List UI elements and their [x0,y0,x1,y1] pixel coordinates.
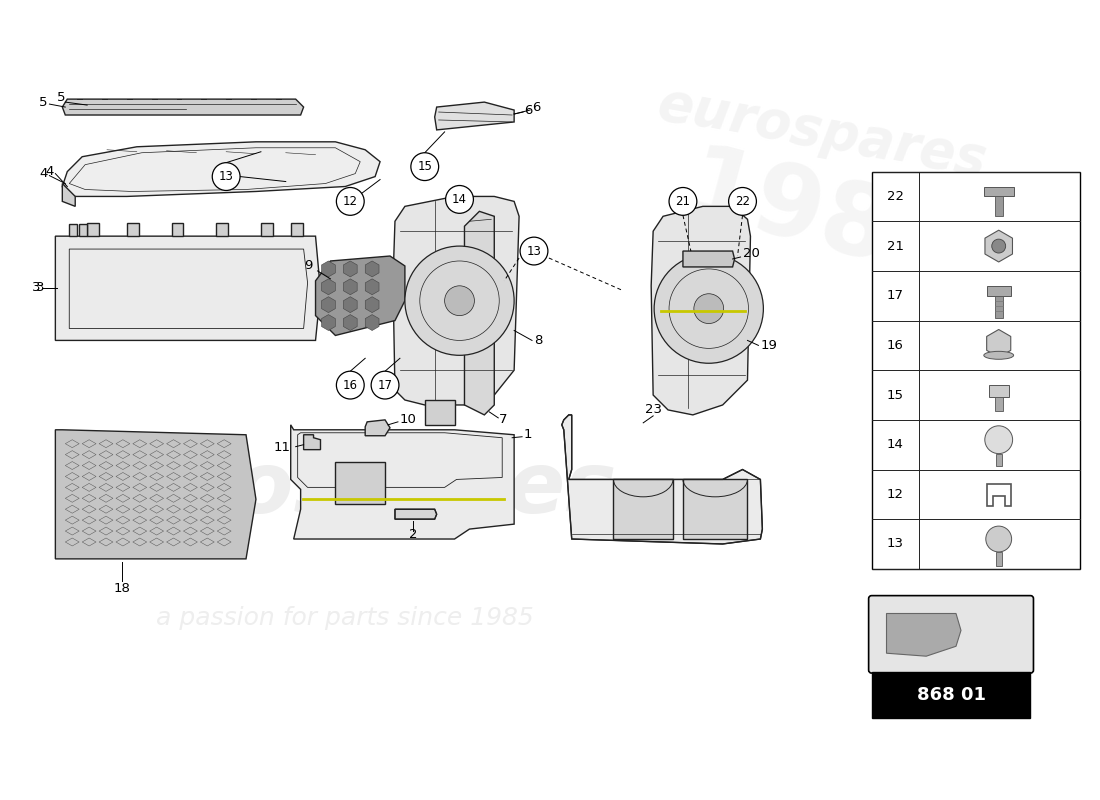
Circle shape [654,254,763,363]
Ellipse shape [983,351,1013,359]
Circle shape [986,526,1012,552]
Polygon shape [69,224,77,236]
Text: 2: 2 [408,527,417,541]
Bar [871,172,1080,569]
Circle shape [444,286,474,315]
Polygon shape [393,197,519,405]
Bar [996,454,1002,466]
Text: 21: 21 [887,239,904,253]
Polygon shape [290,223,303,236]
Polygon shape [365,420,390,436]
Text: 16: 16 [887,339,904,352]
Polygon shape [290,425,514,539]
Polygon shape [651,206,750,415]
Text: 12: 12 [887,488,904,501]
Text: 4: 4 [39,167,47,180]
Text: 13: 13 [219,170,233,183]
Text: 8: 8 [534,334,542,347]
Text: 6: 6 [532,101,540,114]
Circle shape [411,153,439,181]
Bar [871,673,1031,718]
Circle shape [728,187,757,215]
Text: 7: 7 [499,414,508,426]
Circle shape [992,239,1005,253]
Circle shape [446,186,473,214]
Circle shape [337,371,364,399]
Polygon shape [55,430,256,559]
Text: 14: 14 [452,193,468,206]
Circle shape [984,426,1013,454]
Polygon shape [55,236,320,341]
Text: 14: 14 [887,438,904,451]
Bar [994,296,1003,318]
Circle shape [212,162,240,190]
Text: 10: 10 [400,414,417,426]
Polygon shape [434,102,514,130]
FancyBboxPatch shape [869,596,1034,673]
Text: 6: 6 [524,103,532,117]
Circle shape [405,246,514,355]
Text: 12: 12 [343,195,358,208]
Polygon shape [261,223,273,236]
Polygon shape [614,479,673,539]
Bar [994,197,1003,216]
Text: 17: 17 [887,290,904,302]
Polygon shape [304,434,320,450]
Bar [996,552,1002,566]
Bar [994,397,1003,411]
Text: 17: 17 [377,378,393,392]
Polygon shape [126,223,139,236]
Text: 4: 4 [45,165,54,178]
Polygon shape [683,479,748,539]
Text: 1: 1 [524,428,532,442]
Text: eurospares: eurospares [653,78,991,186]
Text: 3: 3 [32,282,41,294]
Polygon shape [887,614,961,656]
Text: 13: 13 [527,245,541,258]
Text: 13: 13 [887,538,904,550]
Text: 21: 21 [675,195,691,208]
Bar [983,186,1013,197]
Text: 23: 23 [645,403,662,417]
Text: 3: 3 [36,282,45,294]
Text: 20: 20 [742,246,759,259]
Text: 22: 22 [887,190,904,203]
Text: 5: 5 [39,96,47,109]
Polygon shape [63,183,75,206]
Polygon shape [336,462,385,504]
Text: 19: 19 [760,339,778,352]
Text: 18: 18 [113,582,130,595]
Text: 16: 16 [343,378,358,392]
Circle shape [337,187,364,215]
Text: 15: 15 [417,160,432,173]
Polygon shape [79,224,87,236]
Bar [989,385,1009,397]
Text: 11: 11 [274,441,290,454]
Text: eurospares: eurospares [73,448,617,531]
Text: 5: 5 [57,90,66,104]
Polygon shape [63,99,304,115]
Polygon shape [172,223,184,236]
Polygon shape [316,256,405,335]
Circle shape [371,371,399,399]
Polygon shape [395,510,437,519]
Text: 9: 9 [305,259,312,273]
Polygon shape [63,142,381,197]
Circle shape [669,187,696,215]
Polygon shape [562,415,762,544]
Text: a passion for parts since 1985: a passion for parts since 1985 [156,606,535,630]
Text: 868 01: 868 01 [916,686,986,704]
Polygon shape [425,400,454,425]
Text: 15: 15 [887,389,904,402]
Polygon shape [683,251,735,267]
Circle shape [694,294,724,323]
Text: 22: 22 [735,195,750,208]
Polygon shape [217,223,228,236]
Polygon shape [87,223,99,236]
Text: 1985: 1985 [675,138,969,304]
Polygon shape [464,211,494,415]
Circle shape [520,237,548,265]
Bar [987,286,1011,296]
